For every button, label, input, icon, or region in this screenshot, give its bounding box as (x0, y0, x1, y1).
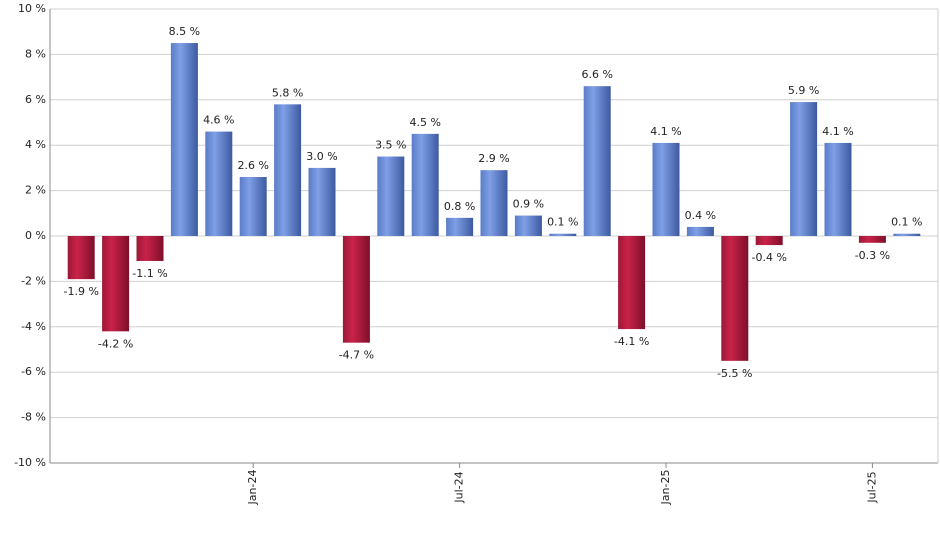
y-tick-label: 10 % (18, 2, 46, 15)
bar (618, 236, 646, 330)
value-label: -4.2 % (98, 337, 133, 350)
value-label: 4.1 % (650, 125, 681, 138)
value-label: -1.9 % (63, 285, 98, 298)
x-tick-label: Jul-24 (453, 471, 466, 503)
value-label: 4.1 % (822, 125, 853, 138)
y-tick-label: -4 % (21, 320, 46, 333)
value-label: 0.1 % (547, 216, 578, 229)
bar (67, 236, 95, 280)
bar (239, 176, 267, 236)
value-label: -0.3 % (855, 249, 890, 262)
bar (411, 133, 439, 236)
value-label: -1.1 % (132, 267, 167, 280)
value-label: 5.9 % (788, 84, 819, 97)
value-label: 0.1 % (891, 216, 922, 229)
y-tick-label: 6 % (25, 93, 46, 106)
bar (652, 142, 680, 236)
value-label: -0.4 % (751, 251, 786, 264)
value-label: 6.6 % (581, 68, 612, 81)
y-tick-label: -10 % (14, 456, 46, 469)
bar (549, 233, 577, 236)
value-label: 4.6 % (203, 114, 234, 127)
y-tick-label: 2 % (25, 184, 46, 197)
y-tick-label: -8 % (21, 411, 46, 424)
value-label: 0.9 % (513, 198, 544, 211)
bar (377, 156, 405, 236)
bar (308, 167, 336, 236)
x-tick-label: Jul-25 (865, 471, 878, 503)
bar (790, 102, 818, 236)
x-tick-label: Jan-24 (246, 470, 259, 506)
bar (686, 226, 714, 236)
bar (514, 215, 542, 236)
value-label: 3.0 % (306, 150, 337, 163)
bar (342, 236, 370, 343)
value-label: 0.8 % (444, 200, 475, 213)
y-tick-label: 4 % (25, 138, 46, 151)
value-label: 4.5 % (409, 116, 440, 129)
value-label: -4.7 % (339, 349, 374, 362)
bar (721, 236, 749, 361)
value-label: 0.4 % (685, 209, 716, 222)
bar (583, 86, 611, 237)
y-tick-label: -2 % (21, 274, 46, 287)
value-label: -4.1 % (614, 335, 649, 348)
bar (170, 43, 198, 236)
value-label: 8.5 % (169, 25, 200, 38)
value-label: 3.5 % (375, 139, 406, 152)
value-label: 2.9 % (478, 152, 509, 165)
bar (102, 236, 130, 332)
y-tick-label: -6 % (21, 365, 46, 378)
value-label: 2.6 % (237, 159, 268, 172)
bar (755, 236, 783, 246)
bar (274, 104, 302, 236)
bar (893, 233, 921, 236)
bar (136, 236, 164, 261)
bar (824, 142, 852, 236)
bar (205, 131, 233, 236)
y-tick-label: 8 % (25, 47, 46, 60)
bar (858, 236, 886, 243)
value-label: 5.8 % (272, 86, 303, 99)
x-tick-label: Jan-25 (659, 470, 672, 506)
bar (480, 170, 508, 236)
value-label: -5.5 % (717, 367, 752, 380)
bar (446, 217, 474, 236)
y-tick-label: 0 % (25, 229, 46, 242)
